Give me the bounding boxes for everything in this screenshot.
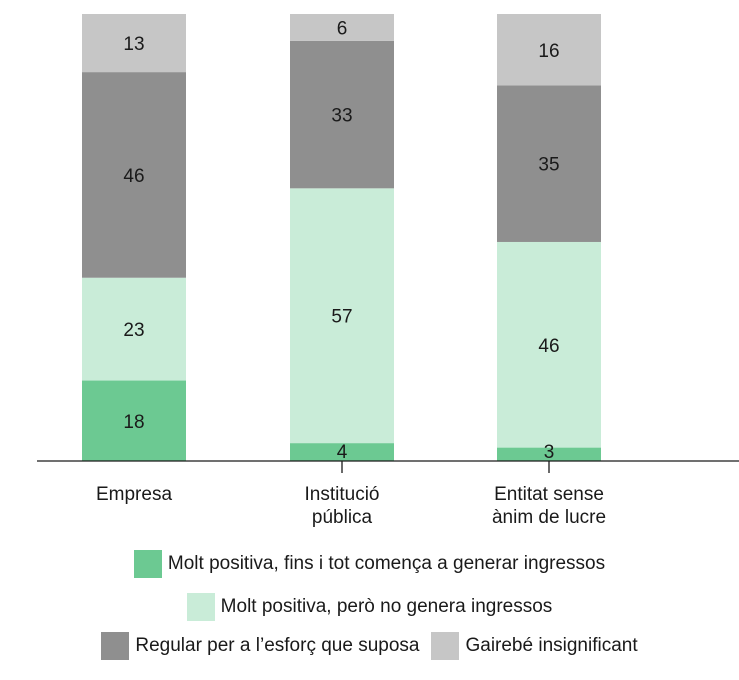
bar-segment-0-0 xyxy=(82,380,186,461)
segment-labels-group: 18 23 46 13 4 57 33 6 3 46 35 16 xyxy=(123,18,559,463)
bar-segment-1-2 xyxy=(290,40,394,189)
bar-segment-2-1 xyxy=(497,241,601,448)
legend-label: Gairebé insignificant xyxy=(465,635,638,656)
data-label-0-1: 23 xyxy=(123,320,144,341)
bar-segment-2-3 xyxy=(497,14,601,86)
data-label-2-3: 16 xyxy=(538,41,559,62)
bar-segment-2-0 xyxy=(497,447,601,461)
bars-group xyxy=(82,14,601,461)
data-label-1-1: 57 xyxy=(331,307,352,328)
legend-swatch xyxy=(133,550,162,578)
bar-segment-0-1 xyxy=(82,277,186,381)
legend-label: Molt positiva, fins i tot comença a gene… xyxy=(167,553,606,574)
data-label-2-2: 35 xyxy=(538,155,559,176)
bar-segment-0-3 xyxy=(82,14,186,73)
legend-swatch xyxy=(186,593,215,621)
bar-segment-2-2 xyxy=(497,85,601,242)
bar-segment-0-2 xyxy=(82,72,186,278)
x-axis-ticks xyxy=(341,461,550,473)
legend-swatch xyxy=(431,632,460,660)
bar-segment-1-0 xyxy=(290,443,394,461)
category-label-institucio-publica: Institució pública xyxy=(304,484,380,528)
legend-label: Regular per a l’esforç que suposa xyxy=(135,635,420,656)
category-label-empresa: Empresa xyxy=(95,484,173,505)
legend-row-1: Molt positiva, fins i tot comença a gene… xyxy=(0,550,739,578)
bar-segment-1-3 xyxy=(290,14,394,41)
data-label-2-0: 3 xyxy=(544,442,555,463)
data-label-0-2: 46 xyxy=(123,166,144,187)
data-label-0-3: 13 xyxy=(123,34,144,55)
legend-item-molt-positiva-ingressos: Molt positiva, fins i tot comença a gene… xyxy=(133,550,606,578)
stacked-bar-chart: 18 23 46 13 4 57 33 6 3 46 35 16 xyxy=(37,14,739,473)
legend-item-gairebe-insignificant: Gairebé insignificant xyxy=(431,632,638,660)
legend-row-3: Regular per a l’esforç que suposa Gaireb… xyxy=(0,632,739,660)
data-label-1-3: 6 xyxy=(337,18,348,39)
category-label-entitat-sense-anim-de-lucre: Entitat sense ànim de lucre xyxy=(491,484,607,528)
legend-label: Molt positiva, però no genera ingressos xyxy=(220,596,553,617)
legend-swatch xyxy=(101,632,130,660)
data-label-1-2: 33 xyxy=(331,106,352,127)
legend-item-regular: Regular per a l’esforç que suposa xyxy=(101,632,419,660)
legend-row-2: Molt positiva, però no genera ingressos xyxy=(0,593,739,621)
bar-segment-1-1 xyxy=(290,188,394,444)
legend-item-molt-positiva-no-ingressos: Molt positiva, però no genera ingressos xyxy=(186,593,553,621)
data-label-1-0: 4 xyxy=(337,442,348,463)
data-label-0-0: 18 xyxy=(123,412,144,433)
data-label-2-1: 46 xyxy=(538,336,559,357)
